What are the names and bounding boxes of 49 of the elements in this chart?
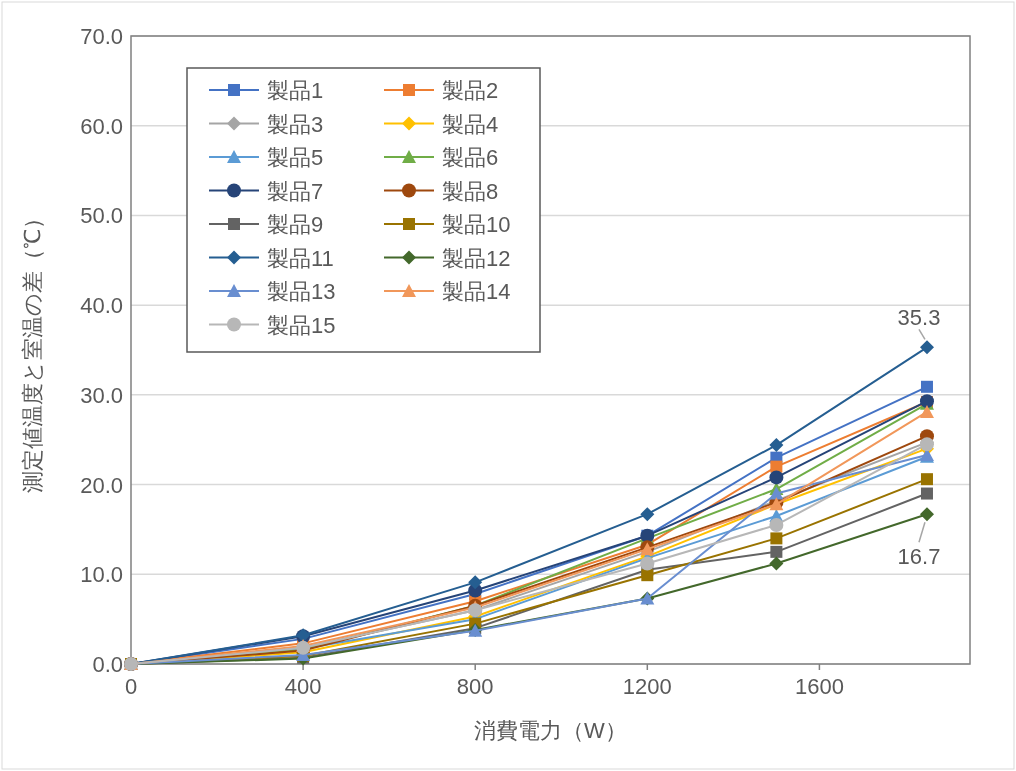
point (770, 545, 783, 558)
legend-label: 製品15 (267, 312, 336, 338)
y-tick-label: 20.0 (80, 472, 123, 498)
point (919, 340, 934, 355)
annotation: 35.3 (897, 305, 941, 331)
legend-label: 製品1 (267, 78, 324, 103)
point (769, 438, 784, 453)
x-axis-title: 消費電力（W） (474, 718, 627, 743)
point (640, 556, 655, 571)
point (769, 517, 784, 532)
point (769, 470, 784, 485)
legend-label: 製品14 (442, 279, 511, 304)
point (641, 569, 654, 582)
point (770, 532, 783, 545)
point (919, 507, 934, 522)
legend-label: 製品12 (442, 245, 511, 271)
legend-label: 製品4 (442, 111, 499, 137)
point (769, 486, 784, 500)
legend-label: 製品3 (267, 111, 324, 137)
legend-label: 製品7 (267, 178, 324, 204)
y-tick-label: 60.0 (80, 113, 123, 139)
x-tick-label: 0 (124, 674, 138, 699)
point (640, 507, 655, 522)
y-tick-label: 0.0 (92, 652, 123, 677)
x-tick-label: 400 (284, 674, 322, 699)
y-tick-label: 50.0 (80, 203, 123, 229)
y-tick-label: 10.0 (80, 562, 123, 588)
y-tick-label: 70.0 (80, 24, 123, 49)
point (920, 473, 933, 486)
legend-label: 製品10 (442, 212, 511, 237)
x-tick-label: 1200 (622, 674, 672, 699)
legend-label: 製品9 (267, 212, 324, 237)
x-tick-label: 800 (456, 674, 494, 699)
point (468, 575, 483, 590)
legend-label: 製品6 (442, 145, 499, 170)
point (769, 556, 784, 571)
point (920, 380, 933, 393)
x-tick-label: 1600 (794, 674, 844, 699)
point (919, 404, 934, 418)
legend-label: 製品2 (442, 78, 499, 103)
annotation: 16.7 (897, 544, 941, 570)
y-tick-label: 30.0 (80, 382, 123, 408)
legend-label: 製品13 (267, 279, 336, 304)
legend-label: 製品8 (442, 178, 499, 204)
y-axis-title: 測定値温度と室温の差（℃） (20, 207, 45, 493)
point (920, 487, 933, 500)
legend-label: 製品5 (267, 145, 324, 170)
y-tick-label: 40.0 (80, 293, 123, 319)
legend-label: 製品11 (267, 245, 334, 271)
